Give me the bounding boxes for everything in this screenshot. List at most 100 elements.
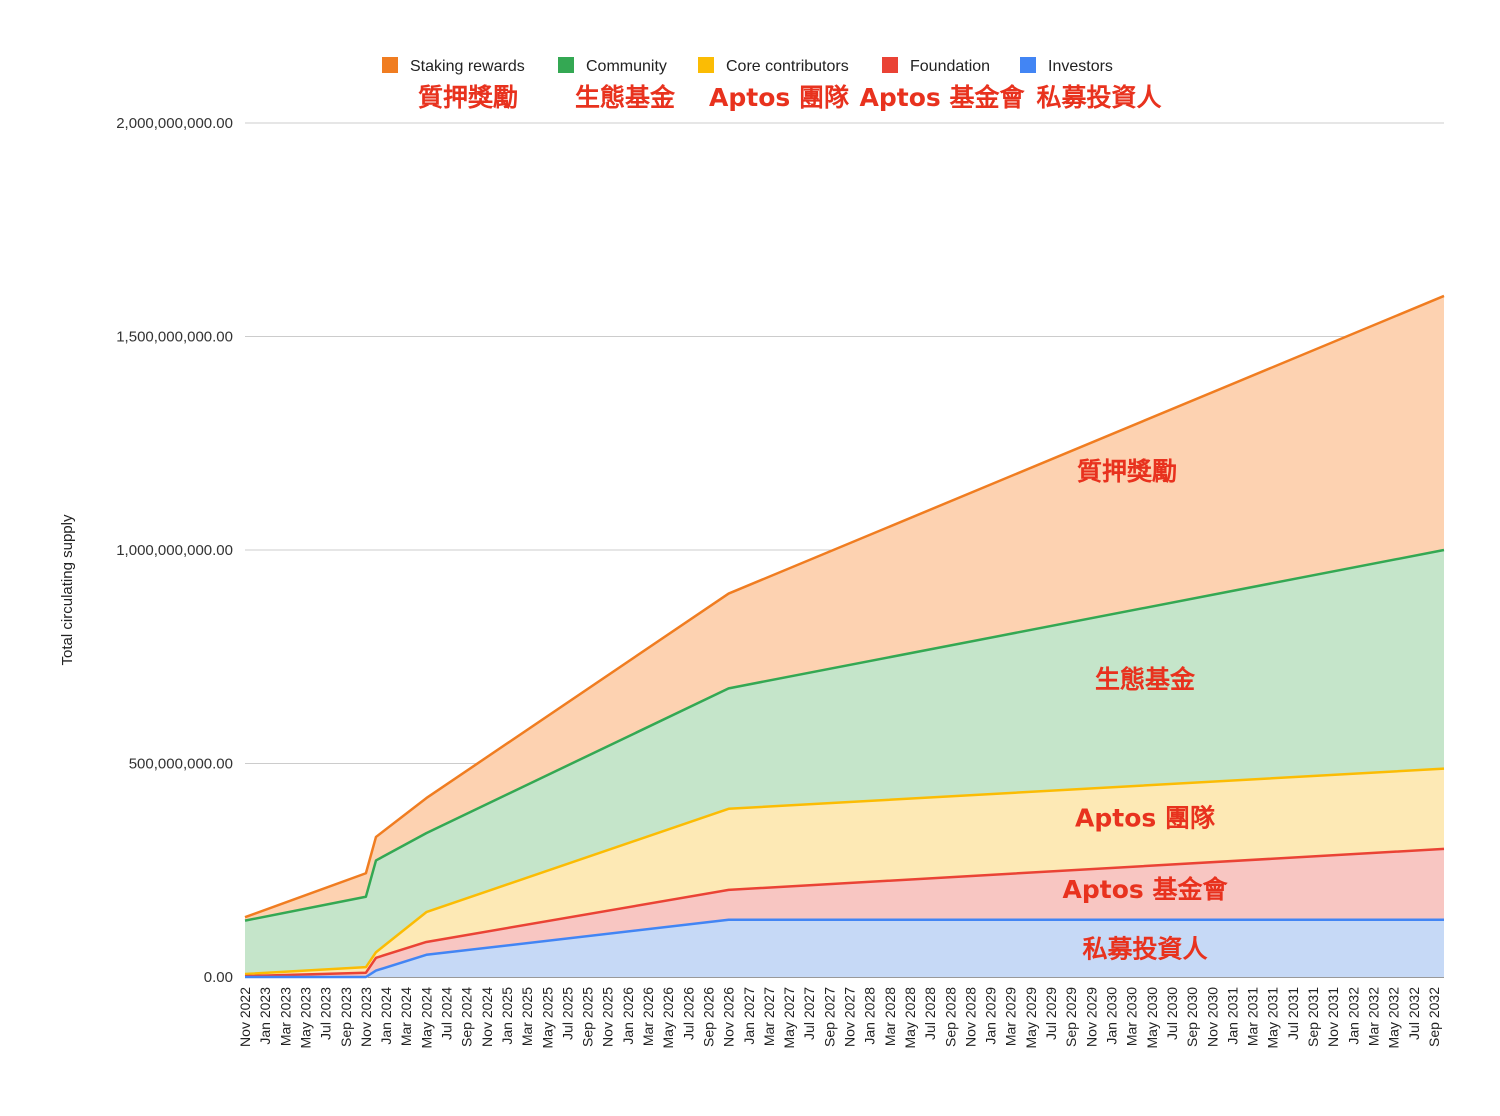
x-tick-label: May 2031 xyxy=(1265,987,1281,1049)
x-tick-label: Sep 2030 xyxy=(1184,987,1200,1047)
x-tick-label: May 2029 xyxy=(1023,987,1039,1049)
x-tick-label: May 2024 xyxy=(418,987,434,1049)
legend-label: Investors xyxy=(1048,58,1113,75)
x-tick-label: Sep 2029 xyxy=(1063,987,1079,1047)
legend-translation: Aptos 團隊 xyxy=(709,83,849,112)
series-lines xyxy=(244,294,1445,979)
x-tick-label: May 2032 xyxy=(1386,987,1402,1049)
x-tick-label: Nov 2030 xyxy=(1204,987,1220,1047)
area-community xyxy=(245,550,1444,975)
x-tick-label: Mar 2027 xyxy=(761,987,777,1046)
x-tick-label: Jan 2026 xyxy=(620,987,636,1045)
area-core-contributors xyxy=(245,768,1444,977)
annotation-label: Aptos 基金會 xyxy=(1063,875,1229,904)
x-tick-label: Jul 2024 xyxy=(439,987,455,1040)
x-tick-label: May 2028 xyxy=(902,987,918,1049)
x-tick-label: Jan 2029 xyxy=(983,987,999,1045)
x-tick-label: Jul 2029 xyxy=(1043,987,1059,1040)
legend-translation: 私募投資人 xyxy=(1036,83,1161,112)
x-tick-label: Nov 2026 xyxy=(721,987,737,1047)
legend-item[interactable]: Foundation xyxy=(882,57,990,75)
x-tick-label: Jul 2027 xyxy=(801,987,817,1040)
x-tick-label: Nov 2023 xyxy=(358,987,374,1047)
line-staking-rewards xyxy=(244,294,1445,919)
y-axis-ticks: 0.00 500,000,000.00 1,000,000,000.00 1,500,… xyxy=(116,115,233,986)
x-tick-label: Jul 2026 xyxy=(680,987,696,1040)
y-tick-label: 2,000,000,000.00 xyxy=(116,115,233,132)
area-series xyxy=(245,295,1444,977)
legend-label: Staking rewards xyxy=(410,58,525,75)
x-tick-label: Jan 2025 xyxy=(499,987,515,1045)
x-tick-label: Nov 2025 xyxy=(600,987,616,1047)
x-tick-label: Mar 2026 xyxy=(640,987,656,1046)
x-tick-label: Sep 2024 xyxy=(459,987,475,1047)
legend-swatch xyxy=(1020,57,1036,73)
legend[interactable]: Staking rewards 質押獎勵 Community 生態基金 Core con… xyxy=(382,57,1162,112)
x-axis-ticks: Nov 2022 Jan 2023 Mar 2023 May 2023 Jul 2023… xyxy=(237,987,1442,1049)
x-tick-label: Jan 2023 xyxy=(257,987,273,1045)
x-tick-label: May 2025 xyxy=(539,987,555,1049)
legend-item[interactable]: Core contributors xyxy=(698,57,849,75)
annotation-label: 私募投資人 xyxy=(1082,934,1207,963)
x-tick-label: Mar 2031 xyxy=(1245,987,1261,1046)
x-tick-label: Nov 2022 xyxy=(237,987,253,1047)
x-tick-label: Mar 2024 xyxy=(398,987,414,1046)
legend-item[interactable]: Investors xyxy=(1020,57,1113,75)
x-tick-label: Jul 2030 xyxy=(1164,987,1180,1040)
annotation-label: Aptos 團隊 xyxy=(1075,804,1215,833)
legend-label: Foundation xyxy=(910,58,990,75)
annotation-label: 生態基金 xyxy=(1095,665,1196,694)
legend-swatch xyxy=(882,57,898,73)
x-tick-label: Jan 2032 xyxy=(1345,987,1361,1045)
x-tick-label: Jul 2031 xyxy=(1285,987,1301,1040)
x-tick-label: Nov 2027 xyxy=(842,987,858,1047)
x-tick-label: Sep 2032 xyxy=(1426,987,1442,1047)
x-tick-label: May 2027 xyxy=(781,987,797,1049)
y-tick-label: 1,000,000,000.00 xyxy=(116,542,233,559)
x-tick-label: May 2026 xyxy=(660,987,676,1049)
x-tick-label: Mar 2030 xyxy=(1124,987,1140,1046)
legend-item[interactable]: Staking rewards xyxy=(382,57,525,75)
x-tick-label: Jan 2030 xyxy=(1104,987,1120,1045)
x-tick-label: Mar 2029 xyxy=(1003,987,1019,1046)
legend-item[interactable]: Community xyxy=(558,57,667,75)
x-tick-label: Jan 2031 xyxy=(1224,987,1240,1045)
y-tick-label: 1,500,000,000.00 xyxy=(116,329,233,346)
x-tick-label: Jul 2023 xyxy=(318,987,334,1040)
x-tick-label: Jul 2025 xyxy=(559,987,575,1040)
x-tick-label: May 2023 xyxy=(297,987,313,1049)
x-tick-label: Jan 2024 xyxy=(378,987,394,1045)
x-tick-label: Sep 2025 xyxy=(580,987,596,1047)
legend-translation: 質押獎勵 xyxy=(418,83,518,112)
x-tick-label: Nov 2024 xyxy=(479,987,495,1047)
annotation-label: 質押獎勵 xyxy=(1077,457,1177,486)
x-tick-label: Jul 2032 xyxy=(1406,987,1422,1040)
line-investors xyxy=(245,918,1444,979)
legend-swatch xyxy=(558,57,574,73)
x-tick-label: Jul 2028 xyxy=(922,987,938,1040)
x-tick-label: Nov 2029 xyxy=(1083,987,1099,1047)
legend-label: Community xyxy=(586,58,667,75)
area-foundation xyxy=(245,848,1444,977)
legend-swatch xyxy=(698,57,714,73)
x-tick-label: Mar 2025 xyxy=(519,987,535,1046)
legend-label: Core contributors xyxy=(726,58,849,75)
x-tick-label: May 2030 xyxy=(1144,987,1160,1049)
x-tick-label: Nov 2031 xyxy=(1325,987,1341,1047)
x-tick-label: Mar 2028 xyxy=(882,987,898,1046)
line-foundation xyxy=(244,847,1445,978)
area-investors xyxy=(245,919,1444,977)
legend-translation: Aptos 基金會 xyxy=(860,83,1026,112)
x-tick-label: Sep 2031 xyxy=(1305,987,1321,1047)
legend-translation: 生態基金 xyxy=(575,83,676,112)
x-tick-label: Mar 2032 xyxy=(1365,987,1381,1046)
line-core-contributors xyxy=(244,767,1445,976)
y-tick-label: 0.00 xyxy=(204,969,233,986)
x-tick-label: Nov 2028 xyxy=(962,987,978,1047)
x-tick-label: Sep 2027 xyxy=(821,987,837,1047)
x-tick-label: Jan 2028 xyxy=(862,987,878,1045)
y-axis-title: Total circulating supply xyxy=(59,514,76,665)
area-staking-rewards xyxy=(245,295,1444,921)
